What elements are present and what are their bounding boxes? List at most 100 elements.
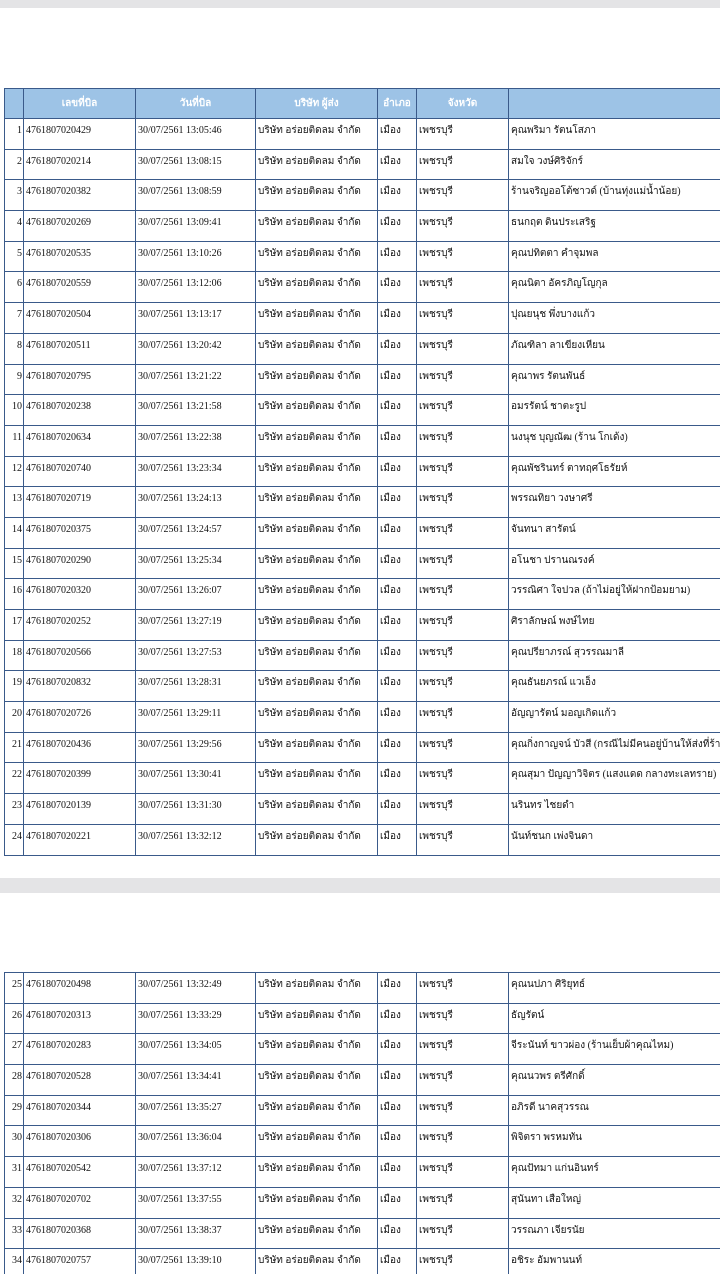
recipient: อโนชา ปรานณรงค์ [508,547,720,580]
bill-date: 30/07/2561 13:27:19 [135,609,256,641]
province: เพชรบุรี [416,516,509,549]
recipient: ธัญรัตน์ [508,1002,720,1035]
table-row: 1 4761807020429 30/07/2561 13:05:46 บริษัท … [4,118,720,150]
row-number: 29 [4,1094,24,1127]
sender: บริษัท อร่อยติดลม จำกัด [255,1064,378,1096]
bill-number: 4761807020252 [23,609,136,641]
bill-date: 30/07/2561 13:20:42 [135,332,256,365]
bill-number: 4761807020429 [23,118,136,150]
recipient: นงนุช บุญณัฒ (ร้าน โกเด้ง) [508,424,720,457]
row-number: 5 [4,240,24,273]
table-row: 2 4761807020214 30/07/2561 13:08:15 บริษัท … [4,148,720,181]
sender: บริษัท อร่อยติดลม จำกัด [255,731,378,764]
recipient: ปุณยนุช พึ่งบางแก้ว [508,302,720,334]
district: เมือง [377,1125,417,1158]
sender: บริษัท อร่อยติดลม จำกัด [255,1217,378,1250]
province: เพชรบุรี [416,1217,509,1250]
row-number: 23 [4,793,24,825]
table-row: 21 4761807020436 30/07/2561 13:29:56 บริษัท… [4,731,720,764]
recipient: คุณสุมา ปัญญาวิจิตร (แสงแดด กลางทะเลทราย… [508,762,720,795]
table-row: 10 4761807020238 30/07/2561 13:21:58 บริษัท… [4,394,720,426]
district: เมือง [377,394,417,426]
bill-date: 30/07/2561 13:36:04 [135,1125,256,1158]
sender: บริษัท อร่อยติดลม จำกัด [255,1156,378,1188]
bill-date: 30/07/2561 13:31:30 [135,793,256,825]
province: เพชรบุรี [416,972,509,1004]
province: เพชรบุรี [416,455,509,488]
sheet: เลขที่บิล วันที่บิล บริษัท ผู้ส่ง อำเภอ จังห… [4,88,720,858]
recipient: จันทนา สารัตน์ [508,516,720,549]
district: เมือง [377,823,417,856]
table-row: 6 4761807020559 30/07/2561 13:12:06 บริษัท … [4,271,720,304]
province: เพชรบุรี [416,1002,509,1035]
row-number: 3 [4,179,24,212]
province: เพชรบุรี [416,609,509,641]
bill-number: 4761807020559 [23,271,136,304]
bill-date: 30/07/2561 13:37:12 [135,1156,256,1188]
bill-number: 4761807020221 [23,823,136,856]
page-gap [0,878,720,893]
district: เมือง [377,332,417,365]
row-number: 18 [4,639,24,672]
province: เพชรบุรี [416,731,509,764]
row-number: 7 [4,302,24,334]
row-number: 17 [4,609,24,641]
district: เมือง [377,1217,417,1250]
province: เพชรบุรี [416,1064,509,1096]
district: เมือง [377,639,417,672]
sender: บริษัท อร่อยติดลม จำกัด [255,823,378,856]
bill-date: 30/07/2561 13:24:57 [135,516,256,549]
bill-number: 4761807020566 [23,639,136,672]
bill-number: 4761807020269 [23,210,136,242]
bill-date: 30/07/2561 13:37:55 [135,1186,256,1219]
province: เพชรบุรี [416,1094,509,1127]
table-row: 34 4761807020757 30/07/2561 13:39:10 บริษัท… [4,1248,720,1274]
bill-number: 4761807020320 [23,578,136,610]
district: เมือง [377,424,417,457]
recipient: คุณนวพร ตรีศักดิ์ [508,1064,720,1096]
recipient: อัญญารัตน์ มอญเกิดแก้ว [508,701,720,733]
sender: บริษัท อร่อยติดลม จำกัด [255,1094,378,1127]
row-number: 16 [4,578,24,610]
sender: บริษัท อร่อยติดลม จำกัด [255,670,378,703]
sender: บริษัท อร่อยติดลม จำกัด [255,210,378,242]
bill-date: 30/07/2561 13:08:59 [135,179,256,212]
province: เพชรบุรี [416,1186,509,1219]
province: เพชรบุรี [416,793,509,825]
sender: บริษัท อร่อยติดลม จำกัด [255,363,378,396]
table-row: 32 4761807020702 30/07/2561 13:37:55 บริษัท… [4,1186,720,1219]
province: เพชรบุรี [416,424,509,457]
table-row: 5 4761807020535 30/07/2561 13:10:26 บริษัท … [4,240,720,273]
table-row: 17 4761807020252 30/07/2561 13:27:19 บริษัท… [4,609,720,641]
province: เพชรบุรี [416,148,509,181]
bill-number: 4761807020306 [23,1125,136,1158]
bill-date: 30/07/2561 13:21:22 [135,363,256,396]
row-number: 6 [4,271,24,304]
row-number: 20 [4,701,24,733]
row-number: 8 [4,332,24,365]
recipient: วรรณภา เจียรนัย [508,1217,720,1250]
district: เมือง [377,516,417,549]
recipient: ร้านจริญออโต้ซาวด์ (บ้านทุ่งแม่น้ำน้อย) [508,179,720,212]
bill-number: 4761807020238 [23,394,136,426]
bill-date: 30/07/2561 13:34:05 [135,1033,256,1066]
province: เพชรบุรี [416,547,509,580]
table: เลขที่บิล วันที่บิล บริษัท ผู้ส่ง อำเภอ จังห… [4,88,720,856]
bill-number: 4761807020740 [23,455,136,488]
row-number: 33 [4,1217,24,1250]
sheet: 25 4761807020498 30/07/2561 13:32:49 บริษัท… [4,972,720,1274]
sender: บริษัท อร่อยติดลม จำกัด [255,1033,378,1066]
row-number: 27 [4,1033,24,1066]
district: เมือง [377,701,417,733]
bill-number: 4761807020399 [23,762,136,795]
district: เมือง [377,547,417,580]
row-number: 21 [4,731,24,764]
row-number: 9 [4,363,24,396]
district: เมือง [377,486,417,518]
table-row: 29 4761807020344 30/07/2561 13:35:27 บริษัท… [4,1094,720,1127]
recipient: คุณนิตา อัครภิญโญกุล [508,271,720,304]
province: เพชรบุรี [416,1156,509,1188]
recipient: จีระนันท์ ขาวผ่อง (ร้านเย็บผ้าคุณไหม) [508,1033,720,1066]
recipient: ธนกฤต ดินประเสริฐ [508,210,720,242]
